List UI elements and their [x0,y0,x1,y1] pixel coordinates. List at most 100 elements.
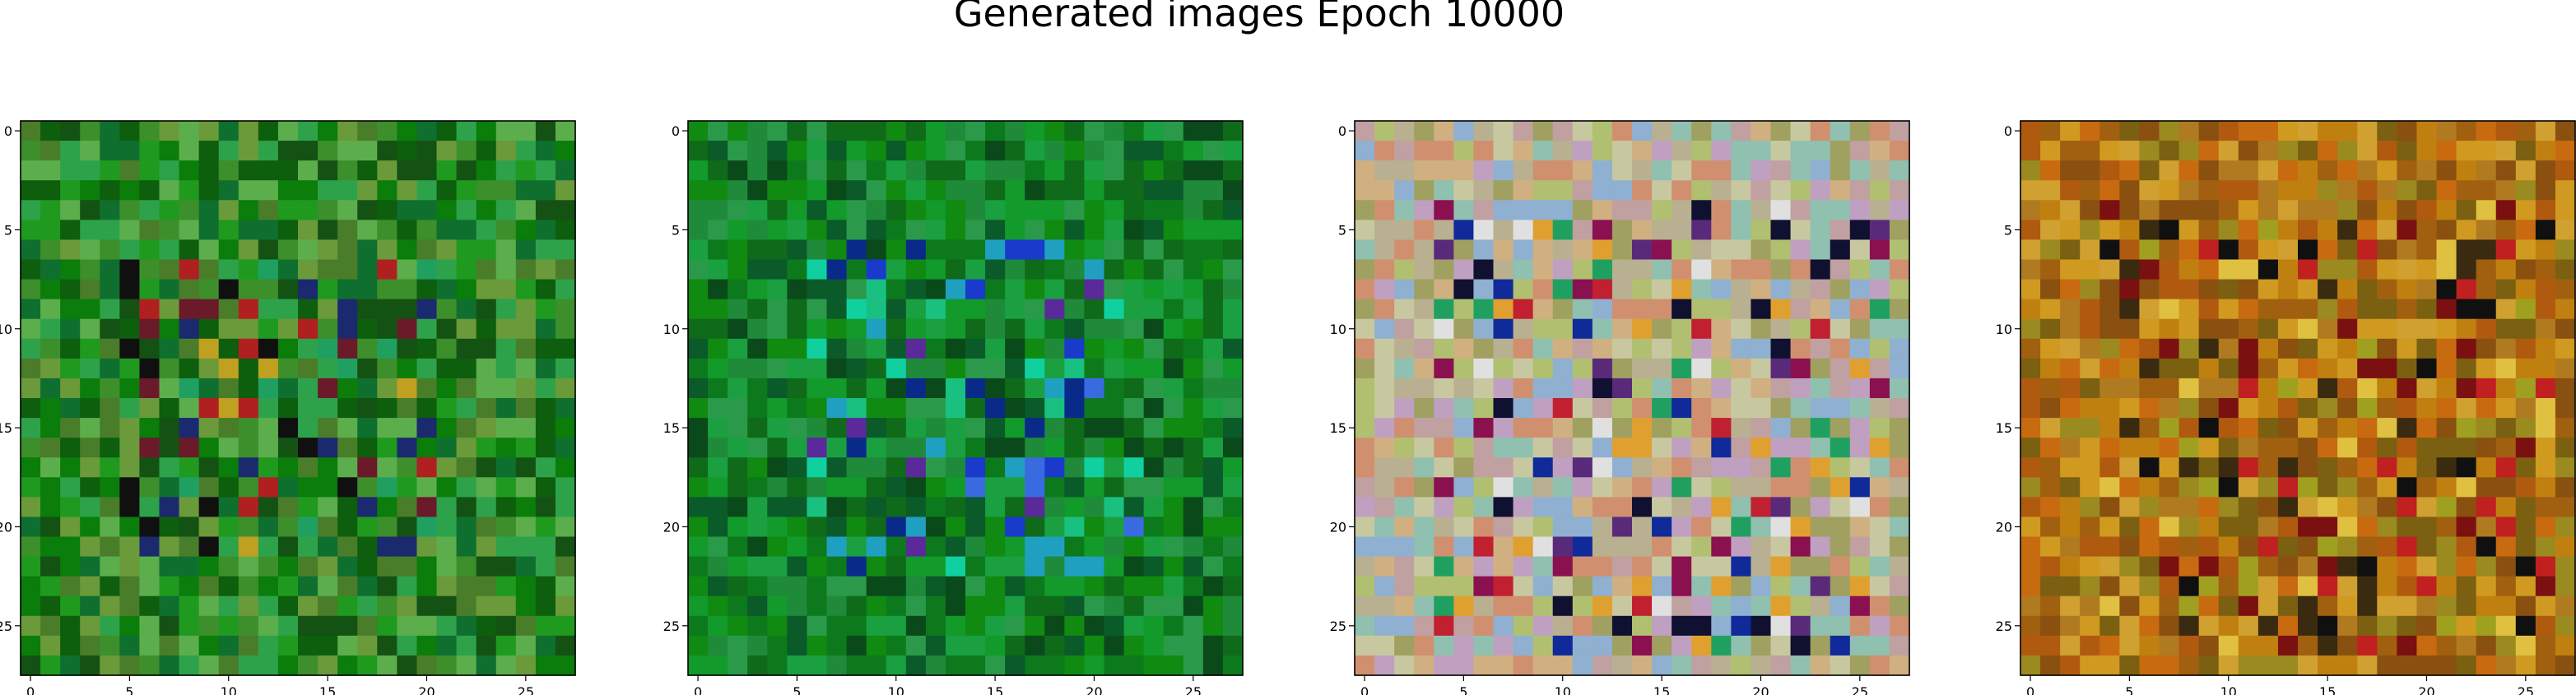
pixel-cell [2535,378,2556,399]
pixel-cell [377,497,398,518]
pixel-cell [1889,259,1910,280]
pixel-cell [747,220,768,241]
pixel-cell [1473,517,1495,538]
pixel-cell [1731,655,1752,676]
pixel-cell [218,378,239,399]
pixel-cell [708,318,728,340]
pixel-cell [298,141,319,161]
pixel-cell [767,595,788,617]
pixel-cell [1453,635,1475,656]
pixel-cell [238,457,259,478]
pixel-cell [1222,358,1244,379]
pixel-cell [1672,358,1692,379]
pixel-cell [1414,160,1434,181]
pixel-cell [2277,141,2299,161]
pixel-cell [2099,477,2120,498]
pixel-cell [1751,239,1772,261]
pixel-cell [515,576,537,597]
pixel-cell [1183,635,1204,656]
pixel-cell [456,220,477,241]
pixel-cell [965,517,986,538]
pixel-cell [2040,438,2061,458]
pixel-cell [1611,121,1633,141]
x-tick-label: 15 [319,684,336,695]
pixel-cell [476,180,497,201]
pixel-cell [1143,497,1165,518]
pixel-cell [476,615,497,637]
pixel-cell [2080,497,2100,518]
pixel-cell [1222,517,1244,538]
pixel-cell [2080,239,2100,261]
pixel-cell [965,595,986,617]
pixel-cell [1394,497,1415,518]
pixel-cell [1222,180,1244,201]
pixel-cell [555,635,576,656]
pixel-cell [965,378,986,399]
pixel-cell [2436,457,2457,478]
pixel-cell [238,200,259,220]
pixel-cell [826,635,848,656]
pixel-cell [807,655,828,676]
pixel-cell [1143,438,1165,458]
pixel-cell [2337,457,2358,478]
pixel-cell [925,576,946,597]
pixel-cell [747,536,768,558]
pixel-cell [2080,220,2100,241]
pixel-cell [139,141,160,161]
pixel-cell [2298,655,2318,676]
pixel-cell [515,160,537,181]
pixel-cell [2476,259,2497,280]
pixel-cell [1434,576,1454,597]
pixel-cell [436,418,458,438]
pixel-cell [298,517,319,538]
pixel-cell [2080,338,2100,359]
pixel-cell [179,457,200,478]
pixel-cell [1025,160,1045,181]
pixel-cell [866,358,887,379]
pixel-cell [119,398,141,419]
pixel-cell [1611,517,1633,538]
pixel-cell [1889,220,1910,241]
pixel-cell [2040,220,2061,241]
y-tick-label: 25 [1330,619,1346,634]
pixel-cell [1849,141,1871,161]
pixel-cell [337,457,358,478]
pixel-cell [1123,556,1145,577]
pixel-cell [1044,655,1065,676]
pixel-cell [2377,536,2397,558]
pixel-cell [238,595,259,617]
pixel-cell [100,338,120,359]
pixel-cell [2357,635,2378,656]
pixel-cell [476,556,497,577]
pixel-cell [1222,160,1244,181]
pixel-cell [218,398,239,419]
pixel-cell [1611,279,1633,300]
pixel-cell [1611,220,1633,241]
pixel-cell [1652,318,1672,340]
pixel-cell [218,497,239,518]
pixel-cell [2476,299,2497,320]
pixel-cell [436,239,458,261]
pixel-cell [2238,200,2259,220]
pixel-cell [357,358,378,379]
pixel-cell [337,615,358,637]
pixel-cell [258,576,279,597]
pixel-cell [2436,338,2457,359]
pixel-cell [1711,517,1732,538]
pixel-cell [238,279,259,300]
pixel-cell [535,497,556,518]
pixel-cell [688,615,709,637]
pixel-cell [1025,556,1045,577]
pixel-cell [119,536,141,558]
pixel-cell [846,121,867,141]
pixel-cell [1414,239,1434,261]
pixel-cell [728,438,748,458]
pixel-cell [139,398,160,419]
pixel-cell [866,200,887,220]
pixel-cell [2139,635,2160,656]
pixel-cell [1691,220,1712,241]
pixel-cell [2555,299,2576,320]
pixel-cell [866,338,887,359]
pixel-cell [1830,536,1851,558]
pixel-cell [2060,497,2081,518]
